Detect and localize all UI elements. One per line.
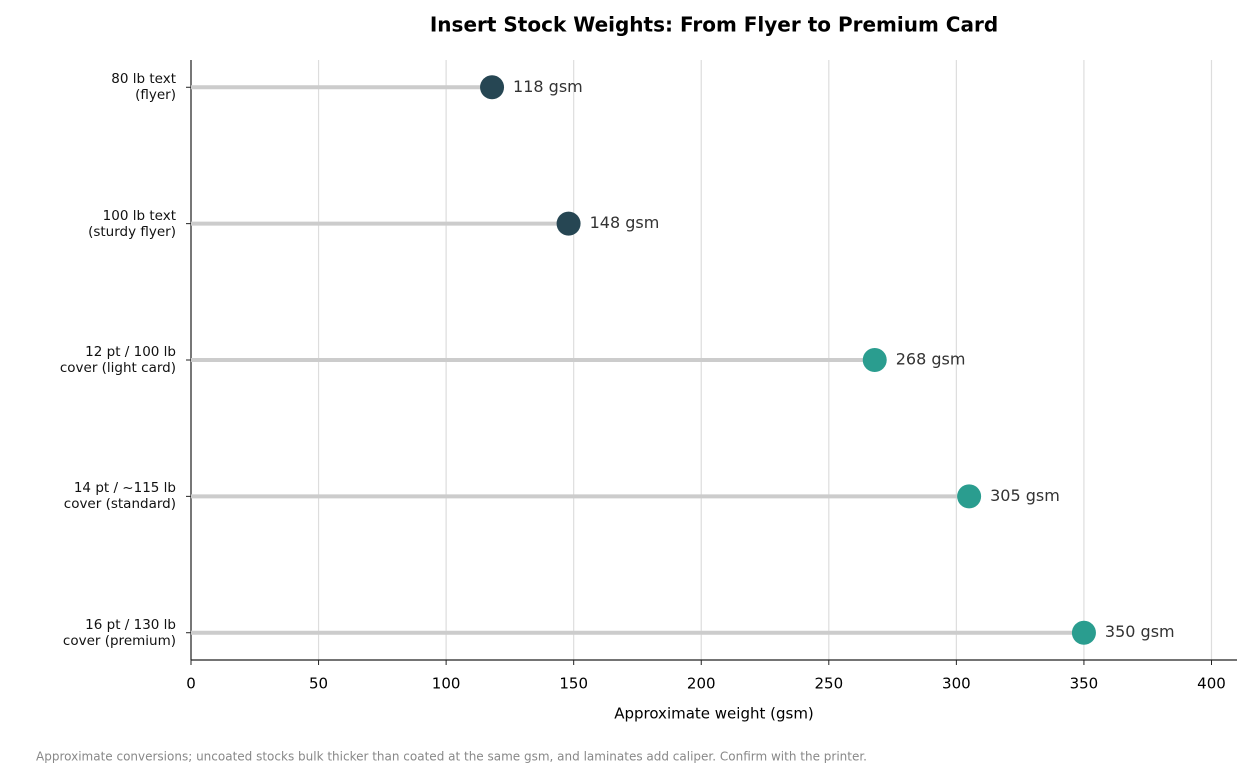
value-label: 118 gsm [513,77,583,96]
x-tick-label: 150 [559,675,588,693]
chart-title: Insert Stock Weights: From Flyer to Prem… [430,13,998,37]
value-label: 350 gsm [1105,622,1175,641]
y-tick-label: 80 lb text (flyer) [111,71,176,104]
x-tick-label: 300 [942,675,971,693]
dot [862,348,887,372]
x-tick-label: 250 [814,675,843,693]
y-tick-label: 12 pt / 100 lb cover (light card) [59,344,176,376]
footnote: Approximate conversions; uncoated stocks… [36,750,867,764]
x-tick-label: 100 [432,675,461,693]
value-label: 268 gsm [896,350,966,369]
y-tick-label: 100 lb text (sturdy flyer) [88,207,176,240]
dot [957,484,982,509]
x-tick-label: 0 [186,675,196,693]
x-tick-label: 350 [1070,675,1099,693]
x-axis-label: Approximate weight (gsm) [614,705,814,723]
dot [1071,620,1096,645]
value-label: 305 gsm [990,486,1060,505]
y-tick-label: 14 pt / ~115 lb cover (standard) [63,480,176,513]
x-tick-label: 400 [1197,675,1226,693]
x-tick-label: 200 [687,675,716,693]
x-tick-label: 50 [309,675,328,693]
y-tick-label: 16 pt / 130 lb cover (premium) [62,616,176,649]
value-label: 148 gsm [590,213,660,232]
dot [556,211,581,236]
dot [480,75,505,100]
